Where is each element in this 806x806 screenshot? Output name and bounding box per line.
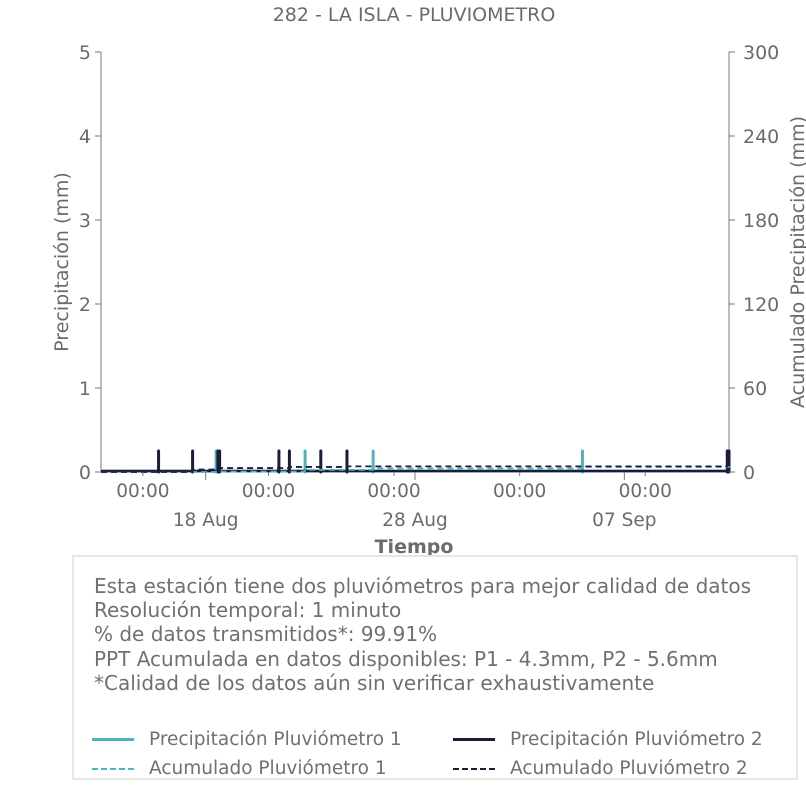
chart-title: 282 - LA ISLA - PLUVIOMETRO	[273, 4, 556, 26]
info-line-accumulated: PPT Acumulada en datos disponibles: P1 -…	[94, 646, 718, 671]
legend-label: Acumulado Pluviómetro 2	[510, 758, 748, 779]
x-minor-tick-label: 00:00	[116, 481, 169, 502]
legend-swatch-acc1	[92, 767, 134, 770]
x-major-tick-label: 07 Sep	[592, 510, 656, 531]
y-tick-label: 1	[79, 378, 91, 400]
y2-tick-label: 180	[743, 210, 779, 232]
x-minor-tick-label: 00:00	[367, 481, 420, 502]
y-tick-label: 0	[79, 462, 91, 484]
y2-tick-label: 120	[743, 294, 779, 316]
legend-item-acc1[interactable]: Acumulado Pluviómetro 1	[92, 758, 387, 779]
x-minor-tick-label: 00:00	[493, 481, 546, 502]
legend-item-p2[interactable]: Precipitación Pluviómetro 2	[453, 729, 763, 750]
info-line-transmitted: % de datos transmitidos*: 99.91%	[94, 622, 438, 647]
legend-swatch-p2	[453, 738, 495, 741]
legend-swatch-p1	[92, 738, 134, 741]
x-major-tick-label: 28 Aug	[382, 510, 448, 531]
info-line-resolution: Resolución temporal: 1 minuto	[94, 598, 402, 623]
legend-item-p1[interactable]: Precipitación Pluviómetro 1	[92, 729, 402, 750]
legend-label: Precipitación Pluviómetro 2	[510, 729, 763, 750]
legend-label: Precipitación Pluviómetro 1	[149, 729, 402, 750]
x-minor-tick-label: 00:00	[619, 481, 672, 502]
y-axis-label: Precipitación (mm)	[51, 172, 73, 352]
y-tick-label: 2	[79, 294, 91, 316]
legend-label: Acumulado Pluviómetro 1	[149, 758, 387, 779]
x-minor-tick-label: 00:00	[242, 481, 295, 502]
station-info: Esta estación tiene dos pluviómetros par…	[94, 574, 751, 695]
chart-legend: Precipitación Pluviómetro 1 Precipitació…	[92, 729, 782, 785]
y2-tick-label: 60	[743, 378, 767, 400]
y2-axis-label: Acumulado Precipitación (mm)	[787, 116, 806, 408]
legend-item-acc2[interactable]: Acumulado Pluviómetro 2	[453, 758, 748, 779]
accumulated-series-line	[101, 464, 730, 473]
y2-tick-label: 240	[743, 126, 779, 148]
y-tick-label: 4	[79, 126, 91, 148]
x-major-tick-label: 18 Aug	[173, 510, 239, 531]
x-axis-label: Tiempo	[375, 536, 454, 555]
y2-tick-label: 0	[743, 462, 755, 484]
info-line-stations: Esta estación tiene dos pluviómetros par…	[94, 574, 752, 598]
rainfall-chart: 282 - LA ISLA - PLUVIOMETRO Precipitació…	[51, 4, 806, 555]
y-tick-label: 3	[79, 210, 91, 232]
info-line-quality-note: *Calidad de los datos aún sin verificar …	[94, 670, 655, 695]
legend-swatch-acc2	[453, 767, 495, 770]
info-legend-box: Esta estación tiene dos pluviómetros par…	[72, 555, 798, 780]
y2-tick-label: 300	[743, 42, 779, 64]
y-tick-label: 5	[79, 42, 91, 64]
